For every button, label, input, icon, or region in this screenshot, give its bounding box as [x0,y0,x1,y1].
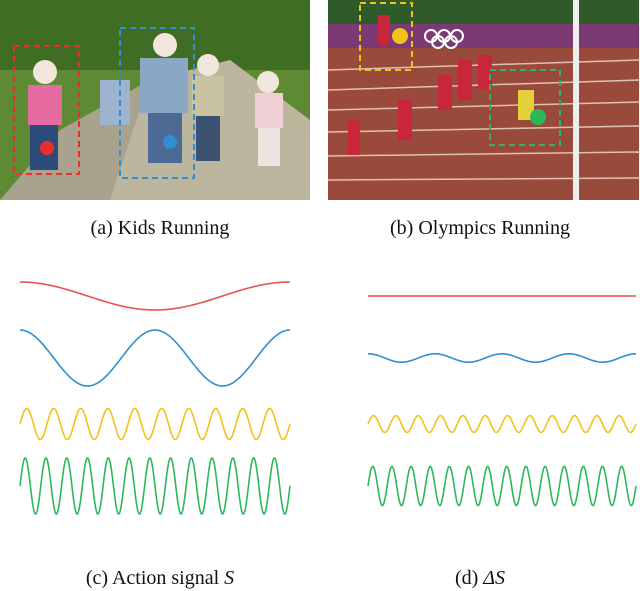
caption-d: (d) ΔS [320,567,640,590]
olympics-running-photo [328,0,639,200]
caption-c-symbol: S [224,567,235,589]
caption-d-text: (d) [454,567,484,589]
blue-tracking-box [119,27,195,179]
left-red-signal [20,281,290,311]
yellow-marker [392,28,408,44]
green-tracking-box [489,69,561,146]
caption-a: (a) Kids Running [90,217,230,239]
red-marker [40,141,54,155]
right-blue-signal [368,353,636,363]
caption-c: (c) Action signal S [0,567,320,590]
caption-c-text: (c) Action signal [85,567,225,589]
left-green-signal [19,457,291,515]
caption-b: (b) Olympics Running [390,217,570,239]
caption-d-symbol: ΔS [483,567,506,589]
left-blue-signal [19,329,291,387]
red-tracking-box [13,45,80,175]
yellow-tracking-box [359,2,413,71]
signal-plots [0,270,640,530]
right-green-signal [367,465,637,507]
blue-marker [163,135,177,149]
right-yellow-signal [367,414,637,434]
left-yellow-signal [19,407,291,441]
green-marker [530,109,546,125]
kids-running-photo [0,0,310,200]
